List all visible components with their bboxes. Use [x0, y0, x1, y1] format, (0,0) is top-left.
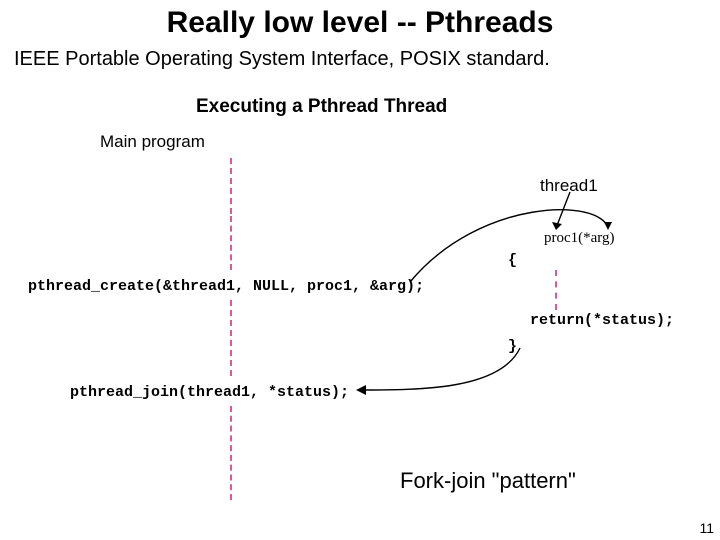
close-brace: } — [508, 338, 517, 355]
main-program-label: Main program — [100, 132, 205, 152]
timeline-dashed-line — [230, 216, 232, 270]
fork-join-label: Fork-join "pattern" — [400, 468, 576, 494]
pthread-join-call: pthread_join(thread1, *status); — [70, 384, 349, 401]
open-brace: { — [508, 252, 517, 269]
slide-subtitle: IEEE Portable Operating System Interface… — [0, 40, 720, 71]
join-arrow-curve — [360, 348, 520, 390]
thread-arrow-line — [556, 192, 570, 228]
timeline-dashed-line — [230, 158, 232, 214]
diagram-arrows — [0, 90, 720, 510]
thread-label: thread1 — [540, 176, 598, 196]
proc-call: proc1(*arg) — [544, 230, 615, 247]
pthread-diagram: Executing a Pthread Thread Main program … — [0, 90, 720, 510]
create-arrow-head — [604, 222, 612, 230]
return-statement: return(*status); — [530, 312, 674, 329]
timeline-dashed-line — [230, 300, 232, 376]
slide-title: Really low level -- Pthreads — [0, 0, 720, 40]
join-arrow-head — [356, 385, 366, 395]
thread-arrow-head — [552, 222, 562, 230]
timeline-dashed-line — [555, 270, 557, 310]
page-number: 11 — [699, 520, 714, 536]
timeline-dashed-line — [230, 406, 232, 500]
diagram-title: Executing a Pthread Thread — [196, 96, 447, 118]
pthread-create-call: pthread_create(&thread1, NULL, proc1, &a… — [28, 278, 424, 295]
